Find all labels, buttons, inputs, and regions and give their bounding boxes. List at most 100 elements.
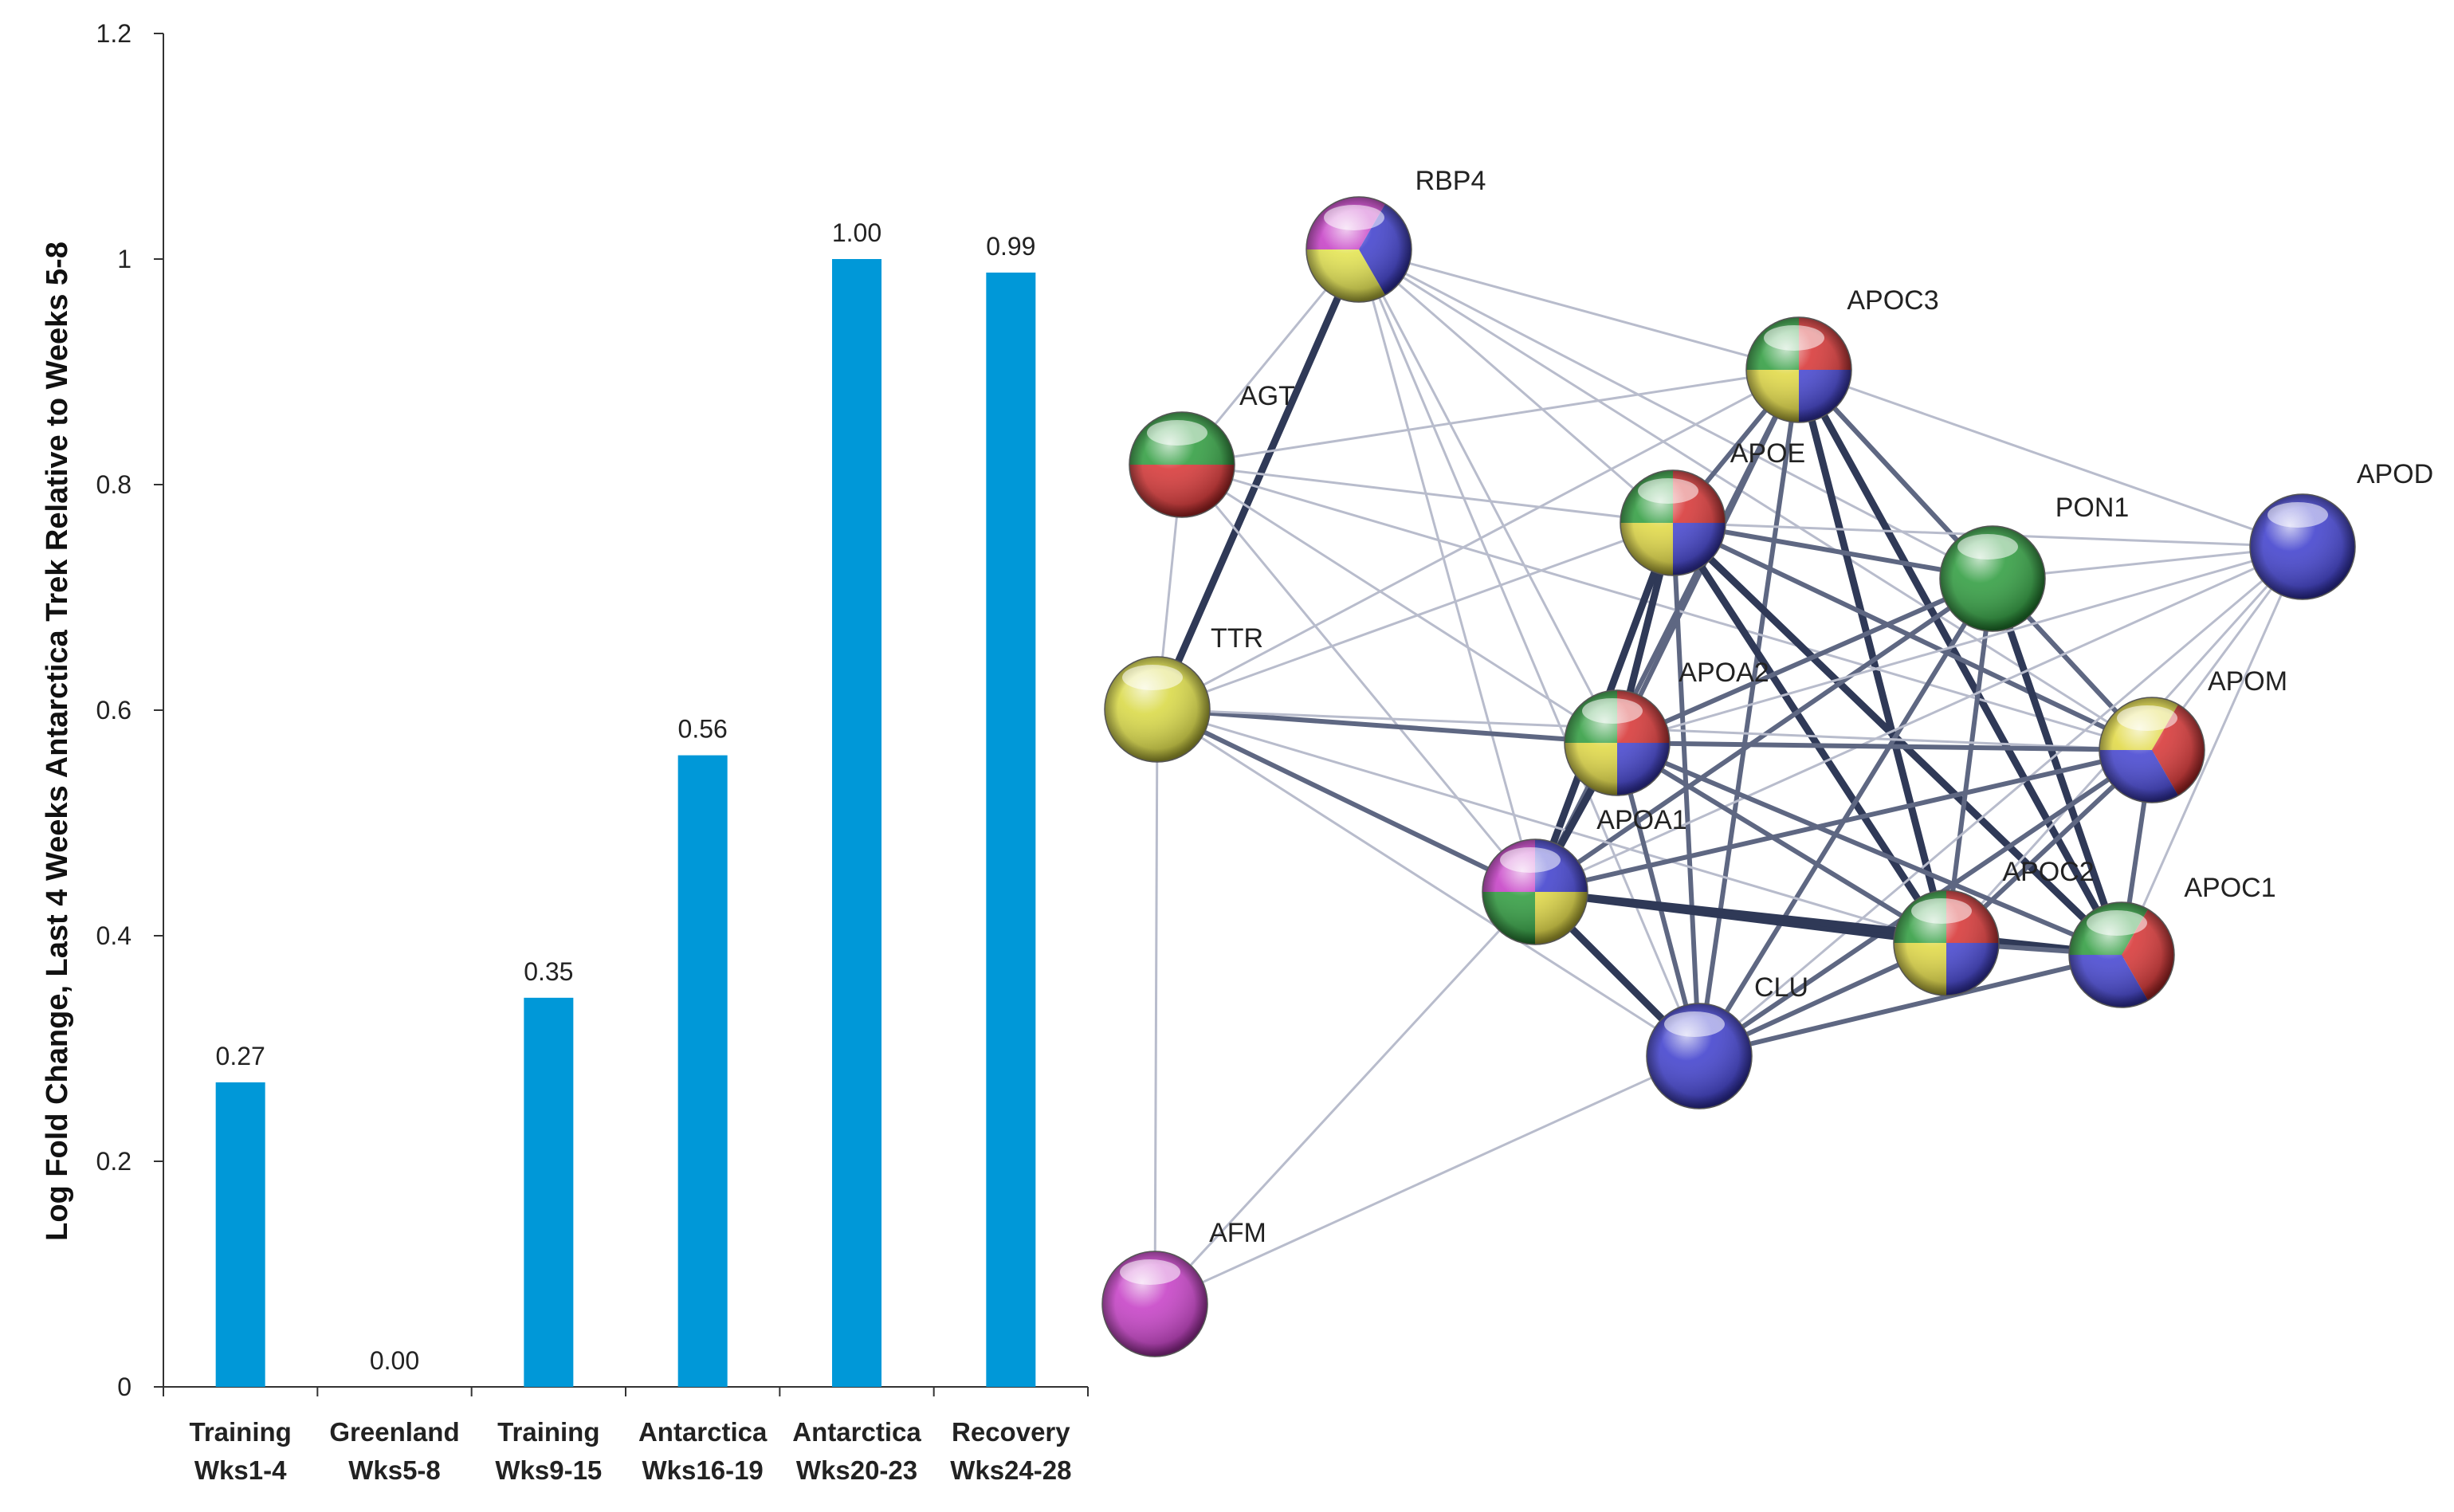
node-label: TTR (1211, 623, 1263, 654)
edge-apoc3-clu (1697, 367, 1801, 1058)
node-apoc3[interactable]: APOC3 (1745, 285, 1939, 423)
x-tick-label: Wks9-15 (495, 1455, 602, 1485)
bar (832, 259, 881, 1387)
edge-clu-afm (1153, 1054, 1701, 1306)
node-apoc1[interactable]: APOC1 (2068, 873, 2276, 1008)
edge-apod-apoa2 (1616, 545, 2304, 744)
bar (986, 272, 1036, 1388)
edge-agt-apom (1180, 463, 2154, 752)
y-tick-label: 0 (117, 1373, 132, 1401)
value-labels: 0.27 0.00 0.35 0.56 1.00 0.99 (216, 218, 1036, 1375)
x-tick-label: Wks24-28 (950, 1455, 1071, 1485)
y-axis-label: Log Fold Change, Last 4 Weeks Antarctica… (41, 242, 74, 1241)
node-afm[interactable]: AFM (1101, 1218, 1266, 1357)
node-highlight (1324, 205, 1384, 230)
node-highlight (2267, 502, 2328, 528)
node-clu[interactable]: CLU (1646, 972, 1808, 1109)
edge-apoc3-agt (1180, 368, 1800, 466)
edge-apod-clu (1698, 545, 2304, 1058)
category-labels: Training Wks1-4 Greenland Wks5-8 Training Wks… (189, 1417, 1071, 1485)
node-highlight (1764, 325, 1824, 351)
edge-apoc3-apoc2 (1795, 366, 1950, 947)
edge-apoe-ttr (1156, 521, 1675, 711)
node-apoa2[interactable]: APOA2 (1564, 658, 1769, 796)
edge-pon1-clu (1697, 576, 1995, 1058)
x-tick-label: Antarctica (792, 1417, 921, 1447)
node-label: APOC3 (1847, 285, 1938, 316)
node-agt[interactable]: AGT (1129, 381, 1295, 518)
data-label: 1.00 (832, 218, 881, 247)
node-label: APOA1 (1596, 805, 1686, 835)
edge-ttr-apoa2 (1155, 707, 1620, 745)
x-tick-label: Training (497, 1417, 599, 1447)
y-tick-label: 0.6 (96, 696, 132, 725)
node-label: APOC2 (2002, 857, 2094, 887)
x-ticks (163, 1387, 1089, 1396)
x-tick-label: Recovery (952, 1417, 1070, 1447)
y-tick-label: 0.2 (96, 1147, 132, 1176)
edge-apoc3-apoc1 (1795, 366, 2126, 959)
edge-pon1-apoa2 (1615, 576, 1995, 745)
edge-apoc3-ttr (1156, 368, 1800, 711)
node-highlight (1582, 698, 1643, 724)
edge-apoa1-afm (1153, 890, 1537, 1306)
data-label: 0.35 (524, 957, 573, 986)
node-apoe[interactable]: APOE (1620, 438, 1805, 576)
node-label: AFM (1209, 1218, 1266, 1248)
node-label: PON1 (2055, 493, 2130, 523)
data-label: 0.00 (370, 1346, 419, 1375)
y-tick-label: 1 (117, 245, 132, 273)
edge-agt-apoa2 (1180, 463, 1619, 744)
y-tick-label: 0.4 (96, 921, 132, 950)
edge-apoa2-apom (1615, 740, 2154, 752)
node-highlight (1147, 420, 1207, 446)
edge-apod-apoa1 (1533, 545, 2304, 893)
x-tick-label: Wks1-4 (194, 1455, 287, 1485)
bar-chart: Log Fold Change, Last 4 Weeks Antarctica… (41, 19, 1089, 1485)
node-apoc2[interactable]: APOC2 (1893, 857, 2095, 996)
bars (215, 259, 1036, 1388)
node-label: APOD (2357, 459, 2433, 489)
x-tick-label: Wks16-19 (642, 1455, 764, 1485)
x-tick-label: Training (189, 1417, 291, 1447)
edge-apoe-apoc2 (1669, 519, 1950, 947)
x-tick-label: Wks5-8 (348, 1455, 441, 1485)
node-highlight (1122, 665, 1183, 690)
edge-apoc3-apod (1797, 368, 2304, 548)
node-label: APOM (2208, 666, 2287, 697)
edge-rbp4-apoa2 (1357, 248, 1619, 744)
node-rbp4[interactable]: RBP4 (1306, 166, 1486, 303)
edge-apom-apoa1 (1533, 748, 2154, 894)
node-highlight (2087, 910, 2147, 936)
y-tick-label: 1.2 (96, 19, 132, 48)
network-edges (1153, 245, 2304, 1306)
node-apod[interactable]: APOD (2249, 459, 2433, 600)
edge-apoe-pon1 (1671, 520, 1995, 581)
network-nodes: RBP4 APOC3 AGT APOE PON1 APOD TTR APOA2 APOM APOA… (1101, 166, 2433, 1357)
node-label: APOC1 (2184, 873, 2275, 903)
bar (215, 1082, 265, 1387)
node-ttr[interactable]: TTR (1104, 623, 1263, 763)
chart-axes (163, 33, 1088, 1388)
edge-rbp4-apoe (1357, 248, 1675, 524)
edge-agt-apoa1 (1180, 463, 1537, 893)
bar (677, 755, 728, 1387)
edge-apod-apoc1 (2120, 545, 2304, 956)
node-apom[interactable]: APOM (2099, 666, 2287, 803)
node-label: CLU (1754, 972, 1808, 1003)
node-pon1[interactable]: PON1 (1939, 493, 2130, 632)
node-highlight (1638, 478, 1698, 504)
data-label: 0.99 (986, 232, 1035, 261)
node-label: AGT (1239, 381, 1295, 411)
node-label: RBP4 (1415, 166, 1486, 196)
edge-pon1-apoc1 (1989, 575, 2126, 959)
node-apoa1[interactable]: APOA1 (1482, 805, 1687, 945)
edge-ttr-afm (1153, 708, 1159, 1306)
node-label: APOA2 (1679, 658, 1769, 688)
y-ticks: 0 0.2 0.4 0.6 0.8 1 1.2 (96, 19, 163, 1401)
node-highlight (1120, 1259, 1180, 1285)
node-highlight (1957, 534, 2018, 560)
node-label: APOE (1730, 438, 1805, 469)
protein-network: RBP4 APOC3 AGT APOE PON1 APOD TTR APOA2 APOM APOA… (1101, 166, 2433, 1357)
